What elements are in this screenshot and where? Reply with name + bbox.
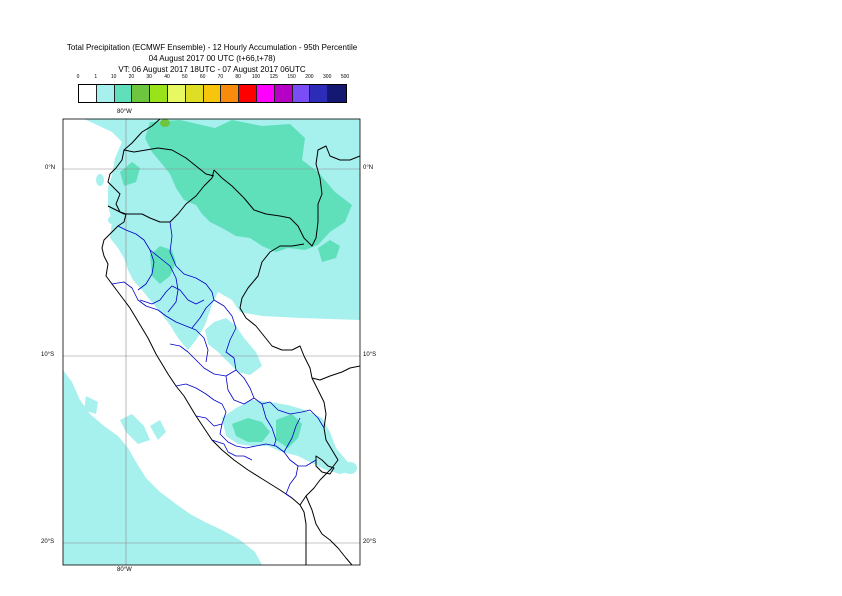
- legend-boundary-label: 30: [146, 74, 152, 80]
- lon-label-bottom: 80°W: [117, 567, 132, 573]
- title-line-1: Total Precipitation (ECMWF Ensemble) - 1…: [66, 43, 358, 52]
- legend-boundary-label: 125: [269, 74, 278, 80]
- moderate-precip-east-band: [318, 240, 340, 262]
- region-boundaries: [111, 221, 325, 499]
- legend-boundary-label: 1: [94, 74, 98, 80]
- legend-swatch: [132, 85, 151, 102]
- legend-swatch: [292, 85, 311, 102]
- light-precip-ocean-streak-2: [150, 420, 166, 440]
- map-title: Total Precipitation (ECMWF Ensemble) - 1…: [0, 42, 424, 75]
- light-precip-cell: [96, 174, 104, 186]
- legend-swatch: [221, 85, 240, 102]
- border-peru-bolivia: [299, 377, 339, 506]
- title-line-2: 04 August 2017 00 UTC (t+66,t+78): [148, 54, 276, 63]
- border-bolivia-chile: [305, 495, 353, 565]
- moderate-precip-amazon-main: [145, 120, 352, 252]
- moderate-precip-south-2: [276, 414, 302, 448]
- region-boundary: [175, 383, 317, 467]
- light-precip-ocean-streak-3: [84, 396, 98, 414]
- legend-boundary-label: 300: [323, 74, 332, 80]
- border-colombia-ecuador: [123, 147, 215, 177]
- legend-swatch: [185, 85, 204, 102]
- map-frame: [62, 118, 361, 566]
- coastline: [101, 119, 307, 565]
- moderate-precip-south-1: [232, 418, 270, 442]
- region-boundary: [235, 369, 325, 429]
- border-ecuador-peru: [107, 169, 215, 223]
- lon-label-top: 80°W: [117, 109, 132, 115]
- lat-label-20-left: 20°S: [41, 539, 55, 545]
- legend-boundary-label: 10: [110, 74, 117, 80]
- graticule: [63, 119, 360, 565]
- legend-swatch: [310, 85, 329, 102]
- legend-boundary-label: 20: [128, 74, 135, 80]
- region-boundary: [139, 285, 205, 305]
- legend-boundary-label: 500: [340, 74, 350, 80]
- region-boundary: [111, 281, 197, 331]
- title-line-3: VT: 06 August 2017 18UTC - 07 August 201…: [118, 65, 306, 74]
- legend-boundary-label: 200: [305, 74, 314, 80]
- lat-label-0-right: 0°N: [363, 165, 374, 171]
- legend-boundary-label: 50: [182, 74, 188, 80]
- coastline-borders: [101, 119, 360, 565]
- lat-label-10-right: 10°S: [363, 352, 377, 358]
- region-boundary: [285, 465, 299, 499]
- legend-swatch: [114, 85, 133, 102]
- legend-boundary-label: 150: [287, 74, 296, 80]
- legend-boundary-label: 0: [76, 74, 80, 80]
- region-boundary: [195, 415, 223, 427]
- legend-swatch: [239, 85, 257, 102]
- region-boundary: [211, 439, 253, 461]
- region-boundary: [195, 329, 209, 363]
- legend-swatch: [274, 85, 293, 102]
- region-boundary: [283, 417, 301, 453]
- legend-swatches: [78, 84, 347, 103]
- lat-label-0-left: 0°N: [45, 165, 56, 171]
- precipitation-field: [63, 119, 360, 565]
- legend-boundary-label: 40: [164, 74, 170, 80]
- border-colombia-peru: [213, 145, 360, 247]
- light-precip-central-highlands: [205, 318, 262, 375]
- moderate-precip-areas: [120, 120, 352, 448]
- region-boundary: [149, 249, 179, 313]
- region-boundary: [225, 375, 255, 405]
- light-precip-cell: [343, 462, 357, 474]
- legend-swatch: [150, 85, 168, 102]
- lat-label-20-right: 20°S: [363, 539, 377, 545]
- legend-swatch: [167, 85, 186, 102]
- legend-boundary-label: 60: [199, 74, 206, 80]
- light-precip-cell: [108, 216, 116, 224]
- legend-swatch: [256, 85, 275, 102]
- region-boundary: [261, 403, 277, 447]
- border-peru-brazil: [239, 243, 360, 381]
- heavy-precip-cell: [160, 119, 170, 127]
- legend-boundary-label: 100: [251, 74, 261, 80]
- lake-titicaca: [315, 455, 335, 475]
- legend-swatch: [328, 85, 346, 102]
- legend-swatch: [203, 85, 222, 102]
- region-boundary: [169, 221, 215, 329]
- light-precip-small-cells: [96, 174, 357, 474]
- legend-swatch: [96, 85, 115, 102]
- legend-swatch: [79, 85, 97, 102]
- moderate-precip-northwest: [120, 162, 140, 186]
- lat-label-10-left: 10°S: [41, 352, 55, 358]
- legend-boundary-label: 80: [235, 74, 241, 80]
- light-precip-ocean-streak-1: [120, 414, 150, 444]
- legend-boundary-label: 70: [217, 74, 224, 80]
- light-precip-ocean-southwest: [63, 370, 262, 565]
